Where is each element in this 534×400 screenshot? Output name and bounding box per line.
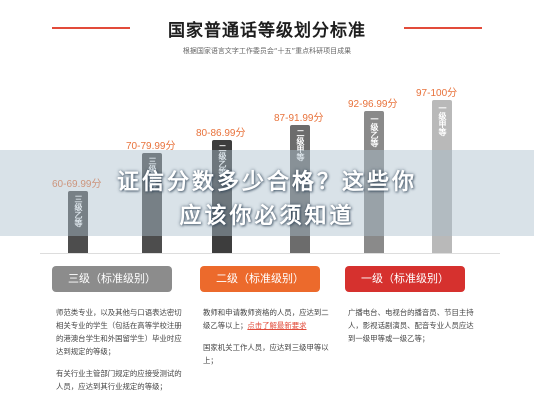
level-bar-1: 三级乙等 — [68, 191, 88, 253]
tier-one-button[interactable]: 一级（标准级别） — [345, 266, 465, 292]
banner-headline-line2: 应该你必须知道 — [179, 204, 355, 229]
page-subtitle: 根据国家语言文字工作委员会“十五”重点科研项目成果 — [182, 47, 352, 55]
tier-one-description: 广播电台、电视台的播音员、节目主持人，影视话剧演员、配音专业人员应达到一级甲等或… — [348, 306, 478, 345]
level-range-4: 87-91.99分 — [274, 113, 324, 124]
level-bar-label-4: 二级甲等 — [296, 129, 305, 161]
level-bar-label-3: 二级乙等 — [218, 144, 227, 176]
level-bar-label-1: 三级乙等 — [74, 195, 83, 227]
overlay-banner: 证信分数多少合格？这些你 应该你必须知道 — [0, 150, 534, 236]
tier-one-paragraph-1: 广播电台、电视台的播音员、节目主持人，影视话剧演员、配音专业人员应达到一级甲等或… — [348, 308, 474, 343]
level-range-5: 92-96.99分 — [348, 99, 398, 110]
level-bar-5: 一级乙等 — [364, 111, 384, 253]
latest-requirements-link[interactable]: 点击了解最新要求 — [247, 321, 307, 330]
title-decoration-left — [52, 27, 130, 29]
page-title: 国家普通话等级划分标准 — [168, 21, 366, 41]
level-range-3: 80-86.99分 — [196, 128, 246, 139]
tier-three-description: 师范类专业，以及其他与口语表达密切相关专业的学生（包括在高等学校注册的港澳台学生… — [56, 306, 188, 393]
level-bar-3: 二级乙等 — [212, 140, 232, 253]
level-bar-4: 二级甲等 — [290, 125, 310, 253]
tier-three-button-label: 三级（标准级别） — [68, 272, 156, 285]
tier-two-description: 教师和申请教师资格的人员，应达到二级乙等以上；点击了解最新要求 国家机关工作人员… — [203, 306, 333, 367]
tier-two-paragraph-2: 国家机关工作人员，应达到三级甲等以上； — [203, 343, 329, 365]
level-bar-label-5: 一级乙等 — [370, 115, 379, 147]
level-range-6: 97-100分 — [416, 88, 458, 99]
tier-three-button[interactable]: 三级（标准级别） — [52, 266, 172, 292]
tier-three-paragraph-1: 师范类专业，以及其他与口语表达密切相关专业的学生（包括在高等学校注册的港澳台学生… — [56, 308, 182, 356]
tier-two-button-label: 二级（标准级别） — [216, 272, 304, 285]
baseline — [40, 253, 500, 254]
tier-three-paragraph-2: 有关行业主管部门规定的应接受测试的人员，应达到其行业规定的等级； — [56, 369, 182, 391]
tier-two-paragraph-1: 教师和申请教师资格的人员，应达到二级乙等以上；点击了解最新要求 — [203, 306, 333, 332]
level-bar-label-6: 一级甲等 — [438, 104, 447, 136]
tier-two-button[interactable]: 二级（标准级别） — [200, 266, 320, 292]
header: 国家普通话等级划分标准 — [0, 16, 534, 41]
tier-one-button-label: 一级（标准级别） — [361, 272, 449, 285]
title-decoration-right — [404, 27, 482, 29]
banner-headline-line1: 证信分数多少合格？这些你 — [116, 170, 417, 195]
level-bar-6: 一级甲等 — [432, 100, 452, 253]
level-bar-2: 三级甲等 — [142, 153, 162, 253]
level-bar-label-2: 三级甲等 — [148, 157, 157, 189]
level-range-2: 70-79.99分 — [126, 141, 176, 152]
tier-two-paragraph-1-text: 教师和申请教师资格的人员，应达到二级乙等以上； — [203, 308, 329, 330]
level-range-1: 60-69.99分 — [52, 179, 102, 190]
